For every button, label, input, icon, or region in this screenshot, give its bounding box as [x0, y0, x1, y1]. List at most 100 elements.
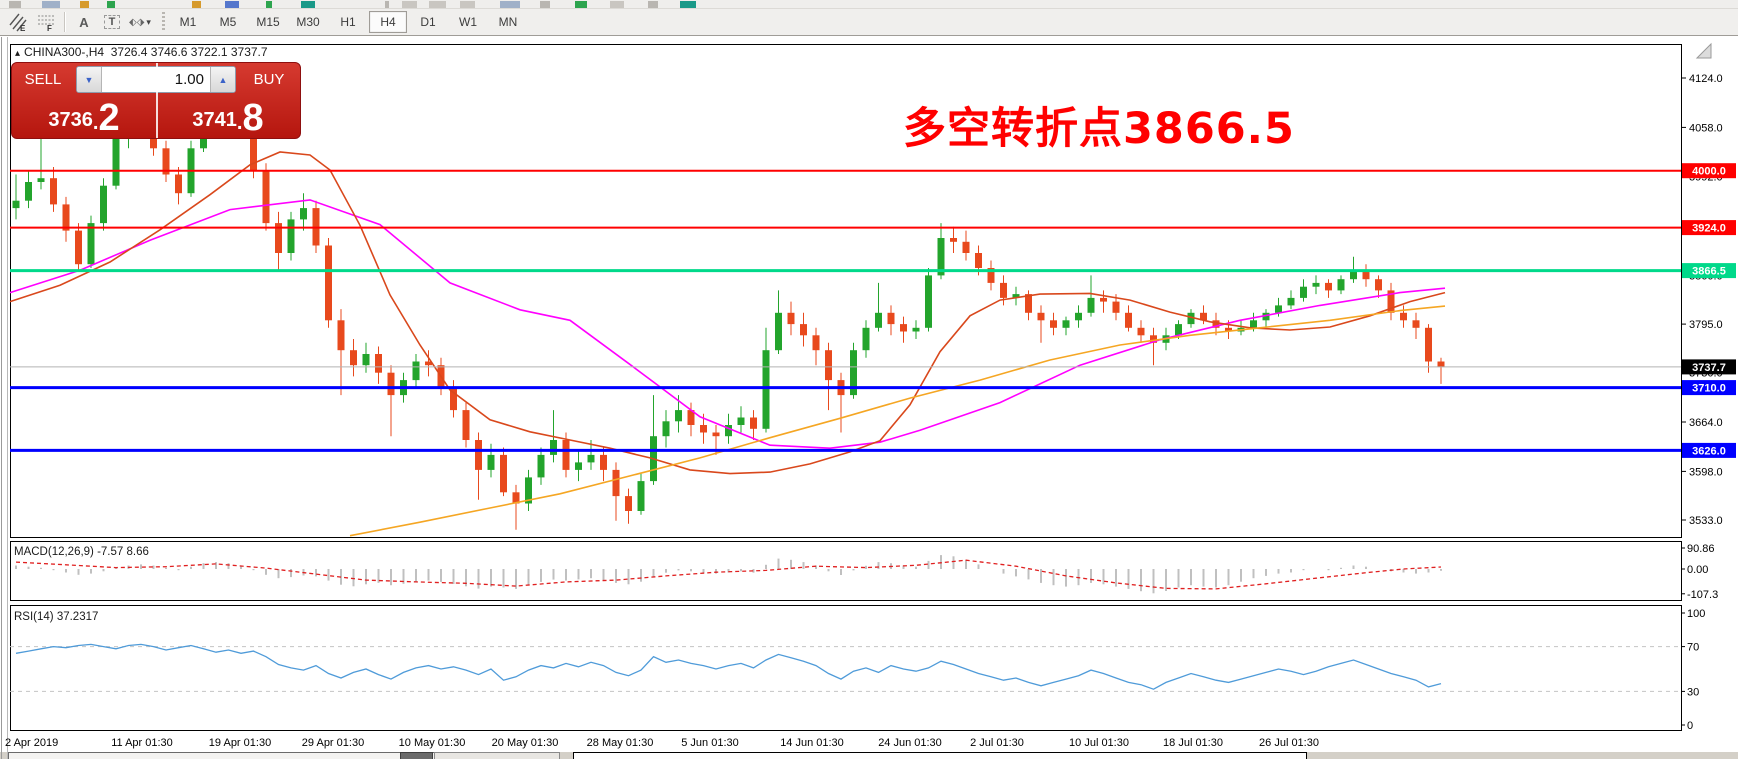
svg-text:3710.0: 3710.0: [1692, 383, 1726, 395]
price-axis[interactable]: 4124.04058.03992.03926.03860.03795.03730…: [1681, 73, 1723, 732]
arrow-objects-icon[interactable]: ⬖⬗ ▾: [129, 16, 151, 28]
panel-divider: [156, 63, 158, 138]
timeframe-h1-button[interactable]: H1: [340, 15, 356, 29]
horizontal-line-objects[interactable]: [10, 169, 1681, 452]
toolbar-icon-fragment: [266, 1, 272, 8]
sell-price-pips: 2: [98, 97, 120, 139]
time-label: 14 Jun 01:30: [780, 737, 844, 749]
candle-body: [750, 417, 757, 429]
candle-body: [462, 410, 470, 440]
candle-body: [275, 223, 282, 253]
rsi-label: RSI(14) 37.2317: [14, 611, 98, 623]
time-label: 28 May 01:30: [587, 737, 654, 749]
candle-body: [1325, 282, 1332, 291]
svg-text:3924.0: 3924.0: [1692, 223, 1726, 235]
timeframe-w1-button[interactable]: W1: [459, 15, 477, 29]
toolbar-grip: [162, 12, 165, 32]
candle-body: [1300, 286, 1307, 298]
chart-annotation-text[interactable]: 多空转折点3866.5: [903, 104, 1295, 154]
price-badge-3626.0: 3626.0: [1682, 442, 1736, 458]
volume-increase-icon[interactable]: ▲: [210, 67, 235, 92]
sell-price-dot: .: [92, 112, 99, 134]
toolbar-icon-fragment: [648, 1, 658, 8]
scroll-to-end-icon[interactable]: [1695, 42, 1712, 59]
svg-text:E: E: [20, 24, 26, 32]
background-window-edge: [434, 752, 560, 759]
candle-body: [412, 361, 420, 381]
candle-body: [800, 324, 807, 336]
rsi-tick-label: 100: [1687, 608, 1705, 620]
candle-body: [1062, 320, 1070, 328]
sell-price[interactable]: 3736. 2: [12, 96, 156, 138]
price-tick-label: 4124.0: [1689, 73, 1723, 85]
timeframe-h4-button[interactable]: H4: [369, 11, 407, 33]
candle-body: [337, 320, 345, 351]
candle-body: [1050, 320, 1057, 328]
candle-body: [1075, 312, 1082, 321]
volume-decrease-icon[interactable]: ▼: [77, 67, 102, 92]
candle-body: [1137, 327, 1145, 336]
trade-buttons-row: SELL ▼ 1.00 ▲ BUY: [12, 63, 300, 96]
time-label: 20 May 01:30: [492, 737, 559, 749]
buy-button[interactable]: BUY: [253, 71, 285, 88]
candle-body: [637, 481, 645, 511]
toolbar-icon-fragment: [385, 1, 389, 8]
candle-body: [850, 350, 857, 396]
candle-body: [562, 440, 570, 470]
toolbar-separator: [64, 12, 66, 32]
chart-symbol-timeframe: CHINA300-,H4: [24, 45, 105, 59]
timeframe-d1-button[interactable]: D1: [420, 15, 436, 29]
candle-body: [1337, 279, 1345, 291]
time-label: 2 Jul 01:30: [970, 737, 1024, 749]
candle-body: [1350, 271, 1357, 280]
timeframe-m15-button[interactable]: M15: [256, 15, 280, 29]
candle-body: [762, 350, 770, 429]
macd-tick-label: -107.3: [1687, 589, 1718, 601]
clipped-upper-toolbar: [0, 0, 1738, 9]
candle-body: [1087, 297, 1095, 313]
candle-body: [1000, 282, 1007, 298]
candle-body: [975, 253, 982, 268]
ma-fast-red: [9, 151, 1446, 475]
toolbar-icon-fragment: [301, 1, 315, 8]
text-icon[interactable]: A: [79, 14, 89, 30]
timeframe-m30-button[interactable]: M30: [296, 15, 320, 29]
candle-body: [1287, 297, 1295, 306]
candles: [12, 82, 1445, 530]
chart-expand-icon[interactable]: ▴: [15, 48, 21, 59]
candle-body: [737, 417, 745, 425]
equidistant-channel-icon[interactable]: E: [4, 11, 32, 34]
candle-body: [825, 350, 832, 381]
time-axis[interactable]: 2 Apr 2019 11 Apr 01:30 19 Apr 01:30 29 Apr…: [5, 737, 1319, 749]
candle-body: [512, 492, 520, 504]
sell-price-main: 3736: [48, 109, 93, 131]
candle-body: [500, 454, 507, 493]
timeframe-m5-button[interactable]: M5: [219, 15, 237, 29]
timeframe-mn-button[interactable]: MN: [498, 15, 518, 29]
price-tick-label: 3598.0: [1689, 466, 1723, 478]
rsi-line: [15, 643, 1442, 690]
buy-price[interactable]: 3741. 8: [156, 96, 300, 138]
candle-body: [600, 454, 607, 470]
candle-body: [812, 335, 820, 351]
candle-body: [675, 410, 682, 422]
candle-body: [575, 462, 582, 470]
timeframe-m1-button[interactable]: M1: [179, 15, 197, 29]
candle-body: [37, 178, 45, 182]
candle-body: [1387, 290, 1395, 313]
candle-body: [662, 421, 670, 437]
candle-body: [725, 425, 732, 437]
candle-body: [1200, 312, 1207, 321]
toolbar-icon-fragment: [80, 1, 89, 8]
price-badge-4000.0: 4000.0: [1682, 163, 1736, 179]
price-badge-3866.5: 3866.5: [1682, 263, 1736, 279]
candle-body: [987, 268, 995, 283]
text-label-icon[interactable]: T: [98, 11, 126, 34]
fibonacci-retracement-icon[interactable]: F: [32, 11, 60, 34]
volume-input[interactable]: 1.00: [174, 71, 204, 88]
candle-body: [75, 230, 82, 265]
toolbar-icon-fragment: [500, 1, 520, 8]
sell-button[interactable]: SELL: [24, 71, 62, 88]
